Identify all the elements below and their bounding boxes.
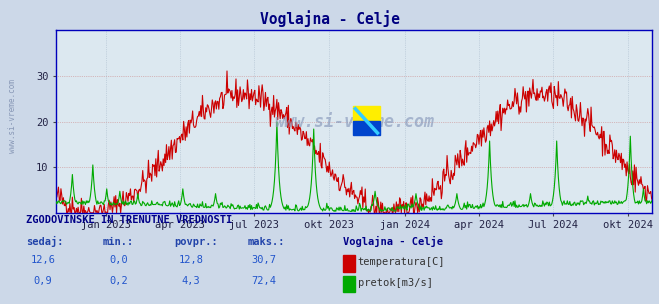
Text: maks.:: maks.: <box>247 237 285 247</box>
Text: 0,0: 0,0 <box>109 255 128 265</box>
Text: 72,4: 72,4 <box>251 276 276 286</box>
Text: sedaj:: sedaj: <box>26 236 64 247</box>
Text: temperatura[C]: temperatura[C] <box>358 257 445 268</box>
Text: www.si-vreme.com: www.si-vreme.com <box>274 112 434 131</box>
Bar <box>343 276 355 292</box>
Text: 0,9: 0,9 <box>34 276 52 286</box>
Text: 30,7: 30,7 <box>251 255 276 265</box>
Text: 12,8: 12,8 <box>179 255 204 265</box>
Text: 0,2: 0,2 <box>109 276 128 286</box>
Text: povpr.:: povpr.: <box>175 237 218 247</box>
Text: min.:: min.: <box>102 237 133 247</box>
Text: ZGODOVINSKE IN TRENUTNE VREDNOSTI: ZGODOVINSKE IN TRENUTNE VREDNOSTI <box>26 216 233 226</box>
Text: 4,3: 4,3 <box>182 276 200 286</box>
Text: 12,6: 12,6 <box>30 255 55 265</box>
Text: Voglajna - Celje: Voglajna - Celje <box>343 236 443 247</box>
Text: pretok[m3/s]: pretok[m3/s] <box>358 278 433 288</box>
Text: www.si-vreme.com: www.si-vreme.com <box>8 78 17 153</box>
Bar <box>343 255 355 272</box>
Text: Voglajna - Celje: Voglajna - Celje <box>260 11 399 27</box>
